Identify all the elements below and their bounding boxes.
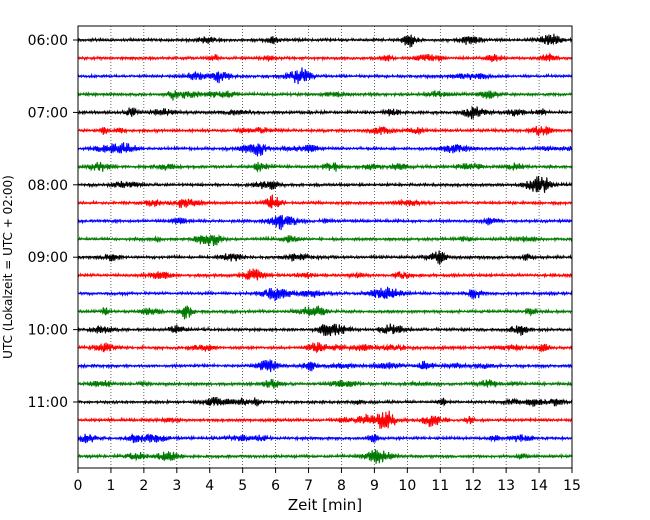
trace-0700 [77,105,573,120]
trace-1100 [77,396,573,407]
trace-1045 [77,378,573,389]
x-tick-label: 2 [139,478,148,494]
x-tick-label: 4 [205,478,214,494]
trace-1000 [77,323,573,337]
y-tick-label: 07:00 [28,105,68,121]
trace-0815 [77,194,573,209]
x-axis-label: Zeit [min] [288,496,362,514]
y-tick-label: 11:00 [28,395,68,411]
x-tick-label: 1 [106,478,115,494]
trace-0745 [77,161,573,173]
x-tick-label: 13 [497,478,515,494]
x-tick-label: 0 [74,478,83,494]
x-tick-label: 7 [304,478,313,494]
trace-0715 [77,125,573,137]
trace-1015 [77,342,573,354]
y-tick-label: 10:00 [28,323,68,339]
trace-0945 [77,305,573,320]
x-tick-label: 9 [370,478,379,494]
trace-0900 [77,250,573,265]
trace-0600 [77,33,573,48]
trace-0800 [77,175,573,193]
trace-0630 [77,67,573,85]
plot-frame [77,25,573,469]
x-tick-label: 15 [563,478,581,494]
trace-layer [77,33,573,464]
y-tick-label: 08:00 [28,178,68,194]
trace-0615 [77,52,573,63]
y-tick-label: 06:00 [28,33,68,49]
x-axis-ticks: 0 1 2 3 4 5 6 7 8 9 10 11 12 13 14 15 [74,468,581,494]
y-tick-label: 09:00 [28,250,68,266]
trace-0915 [77,268,573,281]
x-tick-label: 12 [464,478,482,494]
trace-1030 [77,359,573,373]
trace-1145 [77,449,573,464]
trace-0730 [77,142,573,157]
trace-0930 [77,286,573,302]
trace-1130 [77,433,573,444]
trace-0645 [77,90,573,101]
x-tick-label: 10 [398,478,416,494]
trace-0845 [77,233,573,247]
y-axis-label: UTC (Lokalzeit = UTC + 02:00) [1,175,15,359]
x-tick-label: 14 [530,478,548,494]
x-tick-label: 3 [172,478,181,494]
y-axis-ticks: 06:00 07:00 08:00 09:00 10:00 11:00 [28,33,78,411]
x-tick-label: 8 [337,478,346,494]
x-tick-label: 6 [271,478,280,494]
trace-0830 [77,214,573,231]
x-tick-label: 5 [238,478,247,494]
trace-1115 [77,410,573,429]
x-tick-label: 11 [431,478,449,494]
